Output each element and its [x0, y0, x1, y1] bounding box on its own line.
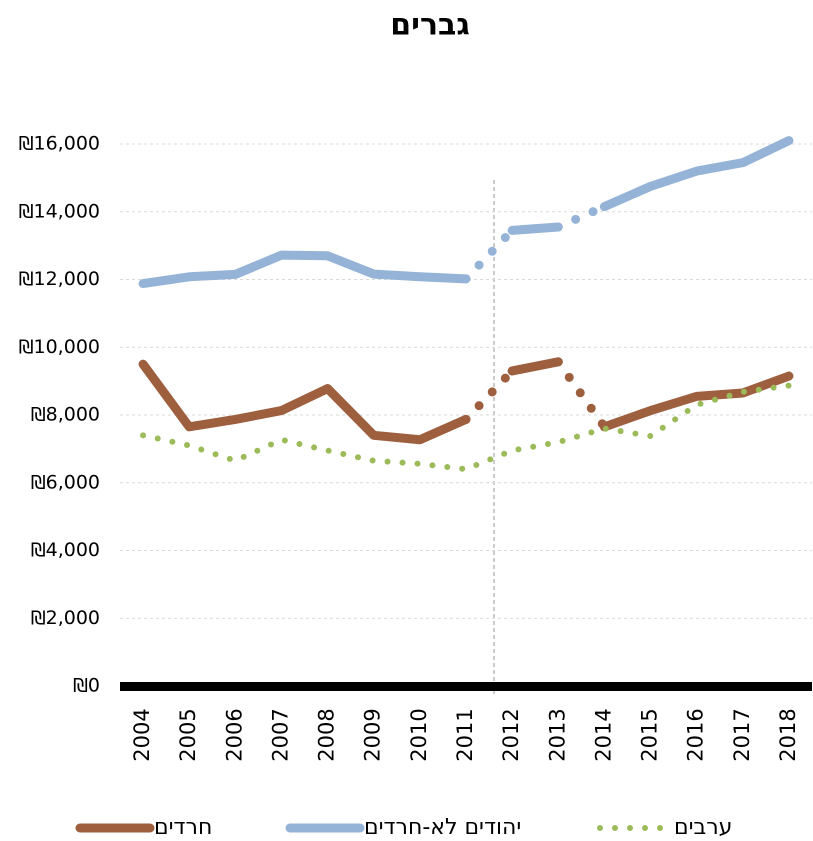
x-tick-label: 2013: [545, 708, 569, 761]
series-line: [138, 359, 471, 445]
series-line: [461, 366, 517, 424]
series-line: [507, 357, 563, 376]
x-tick-label: 2006: [222, 708, 246, 761]
x-tick-label: 2004: [130, 708, 154, 761]
x-tick-label: 2008: [315, 708, 339, 761]
x-tick-label: 2018: [776, 708, 800, 761]
series-line: [553, 357, 609, 432]
chart-title: גברים: [390, 8, 469, 43]
x-tick-label: 2010: [407, 708, 431, 761]
legend-label: ערבים: [674, 815, 732, 840]
y-tick-label: ₪0: [73, 675, 100, 697]
series-line: [138, 250, 471, 289]
y-tick-label: ₪16,000: [19, 133, 100, 155]
series-line: [599, 371, 794, 432]
x-tick-label: 2015: [638, 708, 662, 761]
x-tick-label: 2005: [176, 708, 200, 761]
series-line: [599, 136, 794, 212]
x-tick-label: 2007: [268, 708, 292, 761]
x-tick-label: 2009: [361, 708, 385, 761]
legend-label: יהודים לא-חרדים: [364, 815, 521, 840]
x-tick-label: 2011: [453, 708, 477, 761]
x-tick-label: 2017: [730, 708, 754, 761]
series-line: [553, 202, 609, 232]
x-tick-label: 2012: [499, 708, 523, 761]
y-tick-label: ₪2,000: [31, 607, 100, 629]
x-tick-label: 2014: [591, 708, 615, 761]
legend-label: חרדים: [154, 815, 212, 840]
x-tick-label: 2016: [684, 708, 708, 761]
series-line: [507, 222, 563, 235]
y-tick-label: ₪14,000: [19, 200, 100, 222]
y-tick-label: ₪10,000: [19, 336, 100, 358]
series-line: [461, 225, 517, 284]
x-axis: [120, 682, 812, 691]
y-tick-label: ₪4,000: [31, 539, 100, 561]
y-tick-label: ₪8,000: [31, 404, 100, 426]
y-tick-label: ₪12,000: [19, 268, 100, 290]
y-tick-label: ₪6,000: [31, 471, 100, 493]
